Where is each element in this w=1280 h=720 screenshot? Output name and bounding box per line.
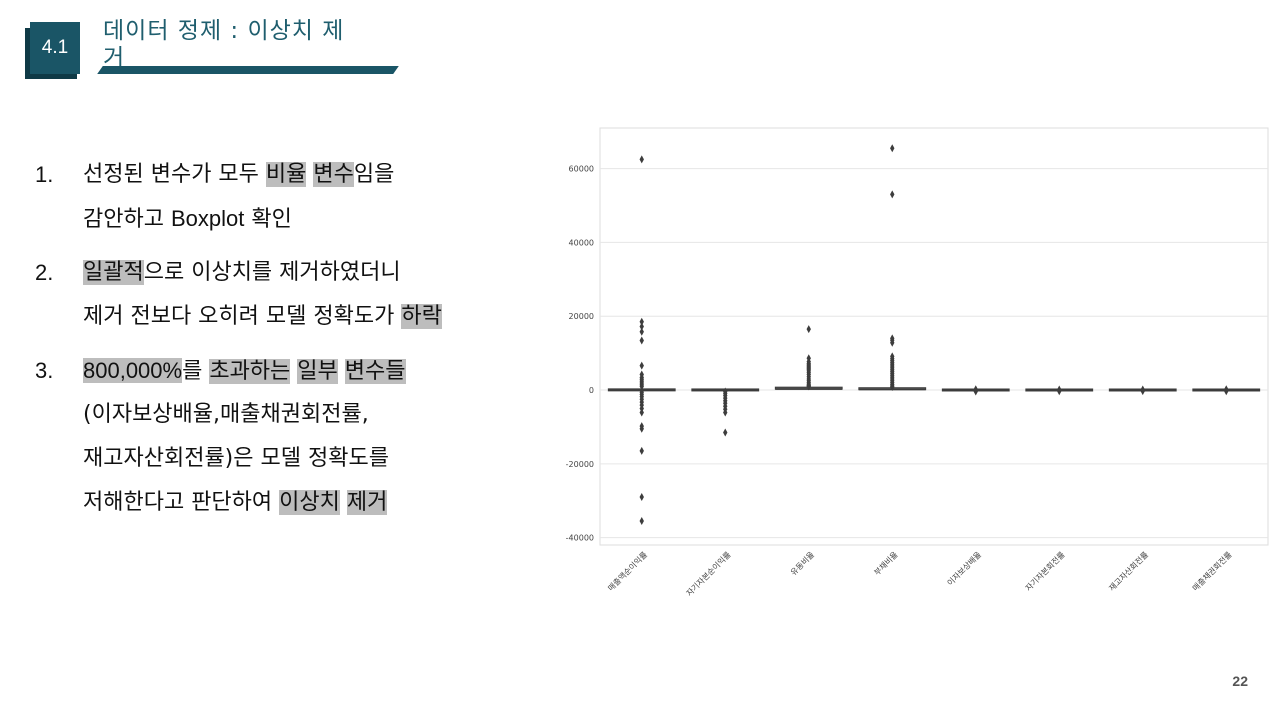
highlighted-text: 비율 [265, 162, 307, 187]
y-tick-label: 40000 [569, 238, 594, 247]
outlier-point [639, 424, 644, 433]
box-2 [774, 325, 843, 391]
bullet-line: 재고자산회전률)은 모델 정확도를 [83, 439, 555, 483]
bullet-line: 저해한다고 판단하여 이상치 제거 [83, 483, 555, 527]
outlier-point [639, 517, 644, 526]
bullet-line: 감안하고 Boxplot 확인 [83, 199, 555, 243]
x-tick-label: 매출액순이익률 [606, 549, 650, 593]
highlighted-text: 이상치 [279, 490, 340, 515]
bullet-number: 1. [35, 162, 54, 187]
outlier-point [639, 155, 644, 164]
outlier-point [890, 144, 895, 153]
outlier-point [1224, 385, 1229, 394]
outlier-point [639, 361, 644, 370]
bullet-line: 일괄적으로 이상치를 제거하였더니 [83, 253, 555, 297]
outlier-point [639, 317, 644, 326]
box-7 [1192, 385, 1261, 396]
title-underline-bar [97, 66, 399, 74]
box-0 [607, 155, 676, 526]
outlier-point [639, 327, 644, 336]
text-span: 으로 이상치를 제거하였더니 [143, 260, 401, 285]
text-span: 저해한다고 판단하여 [83, 490, 280, 515]
bullet-item: 2. 일괄적으로 이상치를 제거하였더니 제거 전보다 오히려 모델 정확도가 하락 [35, 253, 555, 341]
outlier-point [639, 336, 644, 345]
highlighted-text: 초과하는 [209, 359, 291, 384]
highlighted-text: 일부 [297, 359, 338, 384]
outlier-point [890, 383, 895, 392]
y-tick-label: 60000 [569, 165, 594, 174]
outlier-point [639, 446, 644, 455]
outlier-point [723, 408, 728, 417]
bullet-list: 1. 선정된 변수가 모두 비율 변수임을 감안하고 Boxplot 확인 2. 일괄적… [35, 155, 555, 527]
text-span [338, 359, 345, 384]
box-5 [1025, 385, 1094, 396]
text-span: 감안하고 [83, 207, 171, 232]
bullet-line: (이자보상배율,매출채권회전률, [83, 395, 555, 439]
text-span: 선정된 변수가 모두 [83, 162, 266, 187]
bullet-number: 3. [35, 358, 54, 383]
text-span [340, 490, 347, 515]
outlier-point [639, 408, 644, 417]
outlier-point [639, 382, 644, 391]
outlier-point [639, 404, 644, 413]
highlighted-text: 변수 [313, 162, 354, 187]
bullet-line: 선정된 변수가 모두 비율 변수임을 [83, 155, 555, 199]
y-tick-label: ‐40000 [566, 534, 594, 543]
bullet-item: 1. 선정된 변수가 모두 비율 변수임을 감안하고 Boxplot 확인 [35, 155, 555, 243]
section-number-badge: 4.1 [30, 22, 80, 74]
highlighted-text: 일괄적 [83, 260, 144, 285]
x-tick-label: 부채비율 [872, 549, 900, 577]
text-span: Boxplot [170, 206, 245, 231]
bullet-line: 제거 전보다 오히려 모델 정확도가 하락 [83, 297, 555, 341]
outlier-point [1140, 385, 1145, 394]
box-3 [858, 144, 927, 392]
plot-frame [599, 127, 1269, 546]
text-span: 임을 [353, 162, 395, 187]
outlier-point [723, 428, 728, 437]
bullet-item: 3. 800,000%를 초과하는 일부 변수들 (이자보상배율,매출채권회전률, 재… [35, 351, 555, 527]
y-tick-label: 20000 [569, 312, 594, 321]
text-span: 를 [182, 359, 210, 384]
box-4 [941, 385, 1010, 396]
outlier-point [639, 322, 644, 331]
text-span: (이자보상배율,매출채권회전률, [83, 402, 369, 427]
highlighted-text: 800,000% [83, 358, 183, 383]
x-tick-label: 이자보상배율 [945, 549, 983, 587]
x-tick-label: 매출채권회전률 [1190, 549, 1234, 593]
outlier-point [973, 385, 978, 394]
outlier-point [890, 190, 895, 199]
y-tick-label: 0 [589, 386, 594, 395]
outlier-point [806, 382, 811, 391]
y-tick-label: ‐20000 [566, 460, 594, 469]
slide-title: 데이터 정제 : 이상치 제거 [103, 18, 345, 70]
bullet-line: 800,000%를 초과하는 일부 변수들 [83, 351, 555, 395]
highlighted-text: 제거 [346, 490, 388, 515]
boxplot-chart: ‐40000 ‐20000 0 20000 40000 60000 매출액순이익률 자기자본순… [566, 127, 1269, 598]
text-span: 확인 [244, 207, 292, 232]
text-span: 제거 전보다 오히려 모델 정확도가 [83, 304, 402, 329]
outlier-point [890, 338, 895, 347]
box-6 [1108, 385, 1177, 396]
outlier-point [639, 493, 644, 502]
box-1 [691, 387, 760, 437]
outlier-point [806, 325, 811, 334]
text-span: 재고자산회전률)은 모델 정확도를 [83, 446, 389, 471]
x-tick-label: 자기자본회전률 [1023, 549, 1067, 593]
x-tick-label: 재고자산회전률 [1107, 549, 1151, 593]
page-number: 22 [1232, 673, 1248, 689]
bullet-number: 2. [35, 260, 54, 285]
outlier-point [1057, 385, 1062, 394]
highlighted-text: 변수들 [344, 359, 406, 384]
x-tick-label: 유동비율 [789, 550, 816, 577]
x-tick-label: 자기자본순이익률 [684, 549, 733, 598]
highlighted-text: 하락 [401, 304, 442, 329]
